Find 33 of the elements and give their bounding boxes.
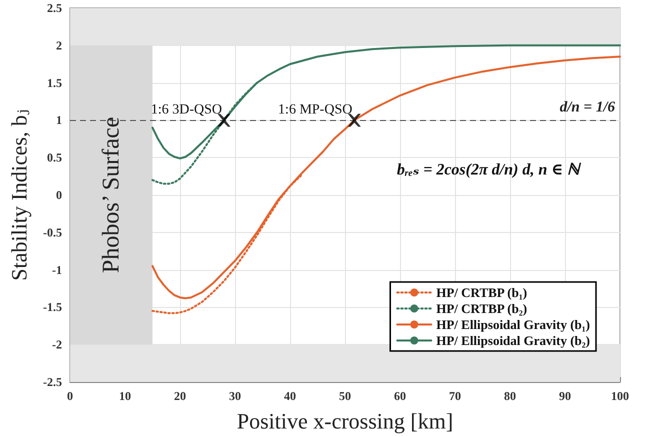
x-tick-label: 40 [284,389,296,403]
y-tick-label: -2 [52,338,62,352]
legend-label: HP/ CRTBP (b₂) [436,301,528,316]
y-tick-label: 2 [56,38,62,52]
x-tick-label: 90 [559,389,571,403]
y-tick-label: -1.5 [43,300,62,314]
x-tick-label: 10 [119,389,131,403]
y-axis-title: Stability Indices, bⱼ [6,109,32,281]
x-axis-title: Positive x-crossing [km] [236,408,454,434]
x-tick-label: 50 [339,389,351,403]
band-label: Phobos’ Surface [98,116,124,274]
x-tick-label: 60 [394,389,406,403]
legend-label: HP/ CRTBP (b₁) [436,285,528,300]
y-tick-label: 1 [56,113,62,128]
legend-label: HP/ Ellipsoidal Gravity (b₁) [436,317,590,332]
y-tick-label: 1.5 [47,76,62,90]
x-tick-label: 0 [67,389,73,403]
x-tick-label: 70 [449,389,461,403]
annotation: 1:6 MP-QSO [278,102,352,118]
x-tick-label: 80 [504,389,516,403]
y-tick-label: 2.5 [47,1,62,15]
y-tick-label: -2.5 [43,375,62,389]
annotation: bᵣₑₛ = 2cos(2π d/n) d, n ∈ ℕ [396,162,582,178]
y-tick-label: 0 [56,188,62,202]
y-tick-label: -1 [52,262,62,277]
ref-line-label: d/n = 1/6 [560,100,616,116]
x-tick-label: 30 [229,389,241,403]
y-tick-label: 0.5 [47,150,62,165]
legend-label: HP/ Ellipsoidal Gravity (b₂) [436,333,590,348]
x-tick-label: 20 [174,389,186,403]
x-tick-label: 100 [611,389,629,403]
annotation: 1:6 3D-QSO [150,102,222,118]
y-tick-label: -0.5 [43,225,62,240]
